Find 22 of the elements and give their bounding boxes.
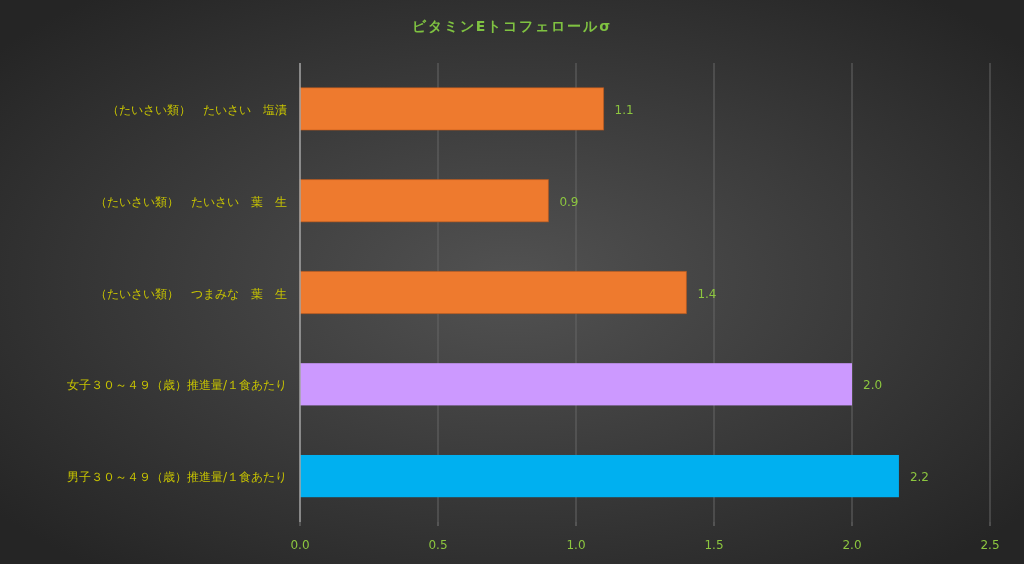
bar [299, 87, 605, 131]
x-tick-label: 2.0 [842, 538, 862, 552]
data-label: 1.1 [614, 102, 634, 117]
data-label: 2.0 [863, 378, 883, 393]
chart-title: ビタミンEトコフェロールσ [411, 18, 613, 34]
x-tick-label: 1.0 [566, 538, 586, 552]
x-tick-label: 0.0 [290, 538, 310, 552]
y-tick-label: 男子３０～４９（歳）推進量/１食あたり [66, 470, 287, 485]
x-tick-label: 1.5 [704, 538, 724, 552]
y-tick-label: （たいさい類） つまみな 葉 生 [95, 286, 287, 301]
bar [299, 270, 687, 315]
bar [300, 454, 899, 498]
y-tick-label: 女子３０～４９（歳）推進量/１食あたり [66, 378, 287, 393]
y-tick-label: （たいさい類） たいさい 塩漬 [107, 102, 287, 117]
bar [299, 179, 549, 223]
y-tick-label: （たいさい類） たいさい 葉 生 [95, 194, 287, 209]
x-tick-label: 2.5 [980, 538, 1000, 552]
bar [300, 363, 852, 406]
x-tick-label: 0.5 [428, 538, 448, 552]
data-label: 0.9 [559, 194, 579, 209]
data-label: 1.4 [697, 286, 717, 301]
data-label: 2.2 [909, 470, 930, 485]
